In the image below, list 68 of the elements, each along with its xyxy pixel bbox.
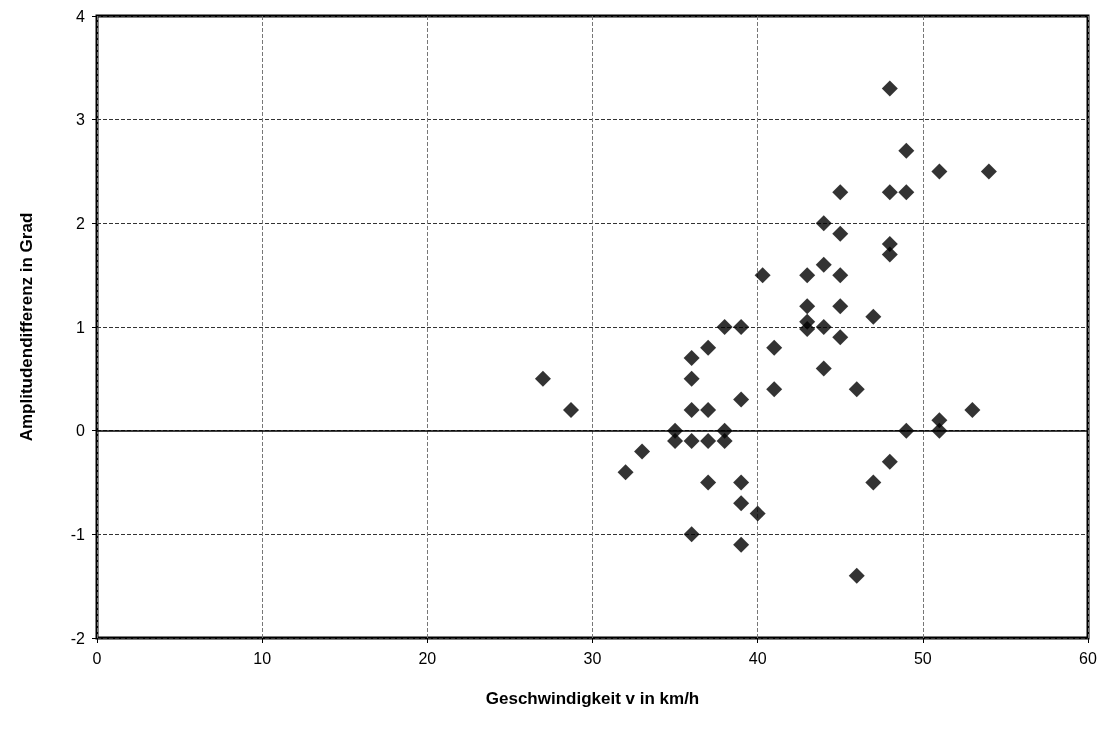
point <box>865 308 882 325</box>
point <box>683 370 700 387</box>
x-tick-label: 30 <box>583 649 602 667</box>
point <box>848 567 865 584</box>
y-axis-title: Amplitudendifferenz in Grad <box>17 212 36 442</box>
point <box>815 215 832 232</box>
point <box>799 267 816 284</box>
point <box>716 319 733 335</box>
point <box>766 381 783 398</box>
point <box>733 319 750 335</box>
y-tick-label: 4 <box>76 7 86 25</box>
point <box>898 184 915 201</box>
point <box>832 329 849 346</box>
point <box>799 298 816 315</box>
point <box>848 381 865 398</box>
point <box>617 464 634 481</box>
point <box>898 142 915 159</box>
point <box>881 246 898 263</box>
y-tick-label: 1 <box>76 318 86 336</box>
y-tick-label: -2 <box>70 629 86 647</box>
point <box>534 370 551 387</box>
point <box>563 401 580 418</box>
point <box>700 474 717 491</box>
point <box>881 184 898 201</box>
point <box>700 339 717 356</box>
point <box>898 422 915 439</box>
point <box>733 536 750 553</box>
x-tick-label: 0 <box>92 649 102 667</box>
point <box>832 184 849 201</box>
x-tick-label: 20 <box>418 649 437 667</box>
point <box>683 401 700 418</box>
x-tick-label: 50 <box>913 649 932 667</box>
y-tick-label: 3 <box>76 111 86 129</box>
point <box>754 267 771 284</box>
point <box>832 225 849 242</box>
point <box>931 163 948 180</box>
point <box>815 256 832 273</box>
point <box>683 350 700 367</box>
point <box>683 526 700 543</box>
point <box>733 391 750 408</box>
point <box>749 505 766 522</box>
x-tick-label: 40 <box>748 649 767 667</box>
point <box>766 339 783 356</box>
point <box>865 474 882 491</box>
point <box>980 163 997 180</box>
point <box>683 433 700 450</box>
point <box>634 443 651 460</box>
point <box>832 267 849 284</box>
point <box>881 80 898 97</box>
point <box>716 433 733 450</box>
y-tick-label: 0 <box>76 422 86 440</box>
point <box>964 401 981 418</box>
point <box>832 298 849 315</box>
point <box>881 453 898 470</box>
x-tick-label: 10 <box>253 649 272 667</box>
x-axis-title: Geschwindigkeit v in km/h <box>485 689 700 708</box>
point <box>733 495 750 512</box>
point <box>931 422 948 439</box>
point <box>815 319 832 335</box>
y-tick-label: -1 <box>70 525 86 543</box>
point <box>733 474 750 491</box>
x-tick-label: 60 <box>1079 649 1097 667</box>
point <box>667 433 684 450</box>
y-tick-label: 2 <box>76 214 86 232</box>
point <box>799 321 816 338</box>
point <box>700 401 717 418</box>
point <box>815 360 832 377</box>
point <box>700 433 717 450</box>
